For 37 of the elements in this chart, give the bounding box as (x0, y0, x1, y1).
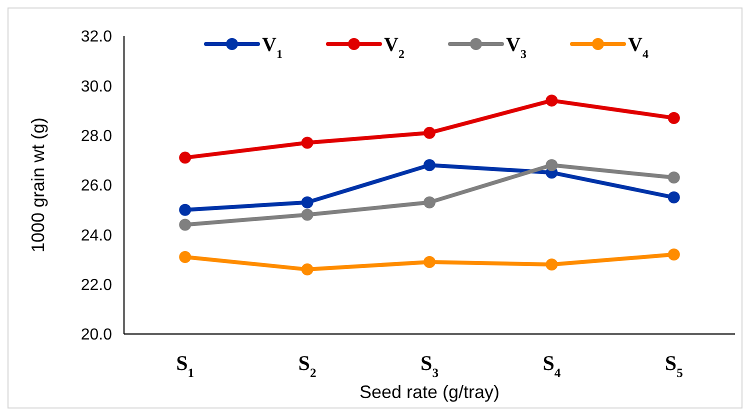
point (668, 248, 680, 261)
point (668, 191, 680, 204)
point (546, 94, 558, 107)
point (179, 218, 192, 231)
y-tick-label: 20.0 (80, 326, 112, 344)
point (301, 263, 314, 276)
point (424, 196, 436, 208)
x-axis-title: Seed rate (g/tray) (359, 382, 500, 402)
x-tick-label: S$_{3}$ (420, 351, 438, 380)
legend-label: V$_{2}$ (384, 34, 404, 61)
point (424, 159, 436, 172)
y-tick-label: 26.0 (80, 178, 112, 195)
x-tick-label: S$_{5}$ (664, 351, 683, 380)
x-tick-label: S$_{4}$ (542, 351, 562, 380)
x-tick-label: S$_{2}$ (298, 351, 316, 380)
point (546, 258, 558, 270)
y-tick-label: 32.0 (80, 28, 112, 46)
legend-label: V$_{3}$ (506, 34, 526, 61)
legend-label: V$_{4}$ (628, 34, 648, 61)
point (668, 112, 680, 124)
point (301, 208, 314, 221)
x-tick-label: S$_{1}$ (176, 351, 194, 380)
point (179, 204, 192, 216)
y-tick-label: 22.0 (80, 276, 112, 294)
y-axis-title: 1000 grain wt (g) (28, 117, 48, 253)
point (179, 152, 192, 164)
point (546, 159, 558, 172)
y-tick-label: 28.0 (80, 128, 112, 145)
y-tick-label: 30.0 (80, 78, 112, 96)
point (179, 251, 192, 264)
point (301, 136, 314, 149)
point (668, 172, 680, 184)
legend-label: V$_{1}$ (262, 34, 282, 61)
point (301, 196, 314, 208)
y-tick-label: 24.0 (80, 227, 112, 244)
point (424, 126, 436, 139)
point (424, 256, 436, 268)
